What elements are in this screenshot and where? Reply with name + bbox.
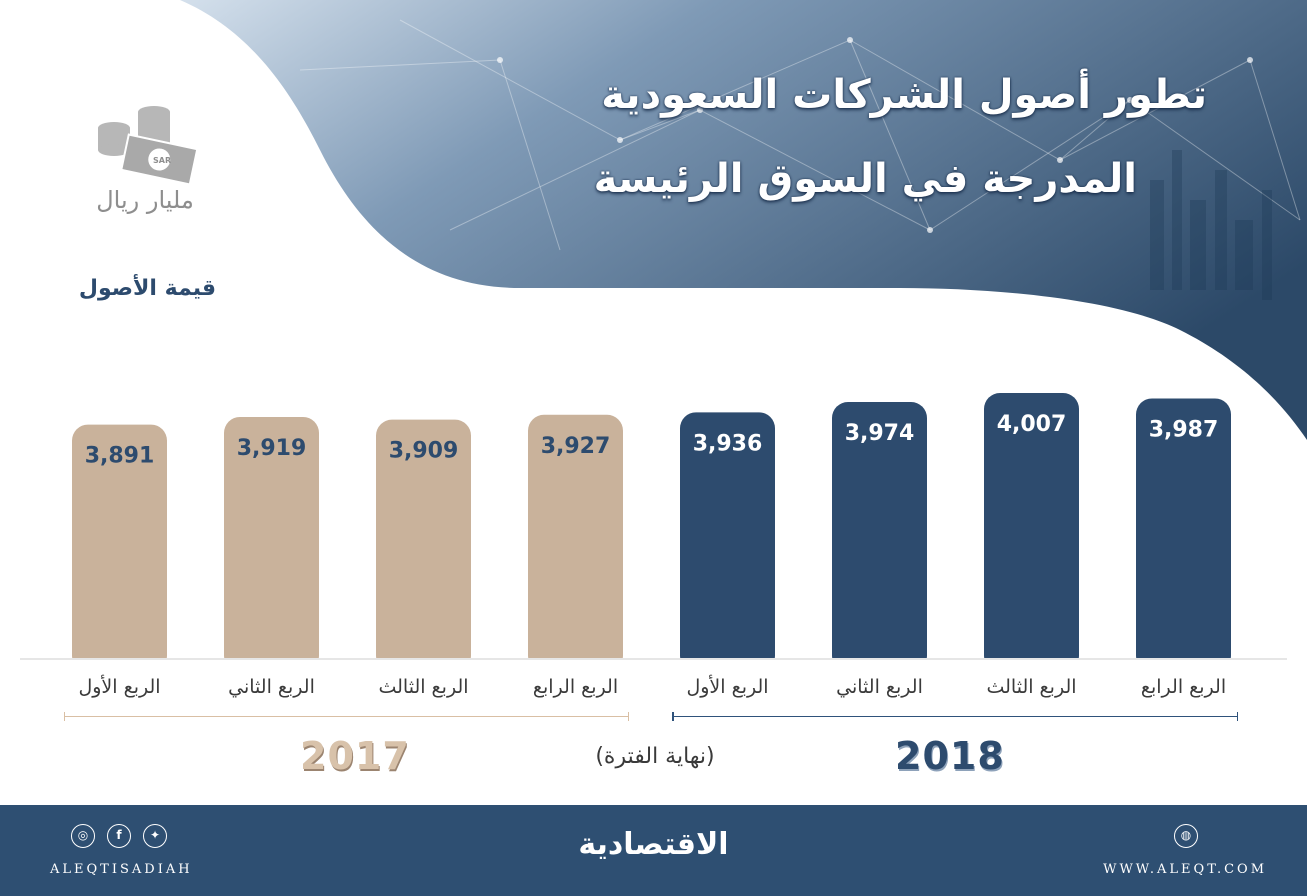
brand-logo[interactable]: الاقتصادية	[578, 827, 729, 862]
coins-cash-icon: SAR	[98, 106, 199, 186]
bar-value-label: 3,927	[541, 434, 611, 459]
bar-value-label: 3,987	[1149, 417, 1219, 442]
baseline-mask	[0, 658, 1307, 680]
web-icon[interactable]: ◍	[1174, 824, 1198, 848]
category-label: الربع الثالث	[378, 676, 469, 698]
chart-title-line-1: تطور أصول الشركات السعودية	[601, 72, 1207, 118]
legend-label: قيمة الأصول	[78, 276, 217, 301]
year-label-2018: 2018	[895, 734, 1005, 778]
bar-2018-1	[680, 412, 775, 672]
bar-2017-3	[376, 419, 471, 672]
chart-title-line-2: المدرجة في السوق الرئيسة	[593, 156, 1137, 202]
header-background	[180, 0, 1307, 440]
category-label: الربع الثاني	[228, 676, 315, 698]
instagram-icon[interactable]: ◎	[71, 824, 95, 848]
category-label: الربع الثالث	[986, 676, 1077, 698]
bar-value-label: 3,936	[693, 431, 763, 456]
bar-value-label: 3,891	[85, 444, 155, 469]
footer: ◎ f ✦ ALEQTISADIAH الاقتصادية ◍ WWW.ALEQ…	[0, 805, 1307, 896]
bar-2017-2	[224, 416, 319, 672]
baseline	[20, 658, 1287, 660]
bar-2018-2	[832, 401, 927, 672]
website-link[interactable]: WWW.ALEQT.COM	[1103, 862, 1267, 877]
unit-label: مليار ريال	[96, 186, 194, 214]
bar-2018-3	[984, 393, 1079, 672]
bar-value-label: 3,909	[389, 439, 459, 464]
category-label: الربع الرابع	[1140, 676, 1227, 698]
category-label: الربع الأول	[686, 676, 769, 698]
bar-2017-1	[72, 424, 167, 672]
bar-value-label: 4,007	[997, 412, 1067, 437]
category-label: الربع الرابع	[532, 676, 619, 698]
facebook-icon[interactable]: f	[107, 824, 131, 848]
category-label: الربع الأول	[78, 676, 161, 698]
bar-value-label: 3,974	[845, 421, 915, 446]
category-label: الربع الثاني	[836, 676, 923, 698]
twitter-icon[interactable]: ✦	[143, 824, 167, 848]
year-bracket-2018	[672, 712, 1238, 725]
period-note: (نهاية الفترة)	[595, 744, 715, 769]
year-bracket-2017	[64, 712, 629, 725]
social-handle[interactable]: ALEQTISADIAH	[50, 862, 193, 877]
year-label-2017: 2017	[300, 734, 410, 778]
bar-chart: 3,891 3,919 3,909 3,927 3,936 3,974 4,007 3,987	[0, 393, 1307, 680]
bar-2018-4	[1136, 398, 1231, 672]
bar-2017-4	[528, 414, 623, 672]
bar-value-label: 3,919	[237, 436, 307, 461]
currency-badge: SAR	[153, 156, 171, 165]
